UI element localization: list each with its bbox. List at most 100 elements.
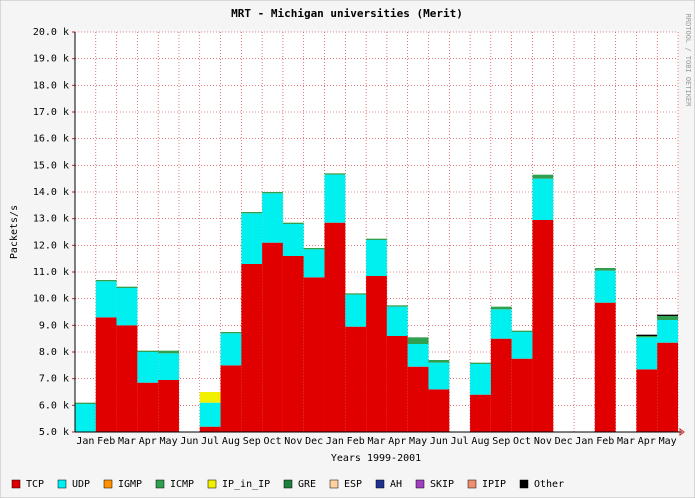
x-tick-label: May xyxy=(659,436,677,447)
bar-segment xyxy=(137,350,159,352)
bar-segment xyxy=(657,314,678,316)
bar-segment xyxy=(511,330,533,332)
x-tick-label: Sep xyxy=(243,436,261,447)
bar-segment xyxy=(345,326,367,432)
bar-segment xyxy=(490,338,512,432)
y-tick-label: 16.0 k xyxy=(33,134,69,145)
bar-segment xyxy=(158,380,179,432)
bar-segment xyxy=(657,320,678,343)
x-tick-label: Dec xyxy=(305,436,323,447)
bar-segment xyxy=(636,334,658,336)
x-tick-label: Mar xyxy=(118,436,136,447)
bar-segment xyxy=(95,281,117,318)
bar-segment xyxy=(220,365,242,432)
x-tick-label: Jun xyxy=(180,436,198,447)
y-axis-label: Packets/s xyxy=(9,205,20,259)
bar-segment xyxy=(594,302,616,432)
bar-segment xyxy=(532,220,554,432)
bar-segment xyxy=(75,402,96,404)
bar-segment xyxy=(158,350,179,354)
bar-segment xyxy=(366,240,387,276)
legend-label: UDP xyxy=(72,479,90,490)
legend-label: IGMP xyxy=(118,479,142,490)
bar-segment xyxy=(75,404,96,432)
bar-segment xyxy=(407,344,429,367)
bar-segment xyxy=(511,332,533,359)
bar-segment xyxy=(407,337,429,344)
bar-segment xyxy=(511,358,533,432)
bar-segment xyxy=(282,256,304,432)
bar-segment xyxy=(199,426,221,432)
bar-segment xyxy=(199,402,221,427)
bar-segment xyxy=(636,336,658,338)
bar-segment xyxy=(386,306,408,336)
bar-segment xyxy=(345,294,367,327)
bar-segment xyxy=(366,238,387,240)
bar-segment xyxy=(594,268,616,271)
x-tick-label: Aug xyxy=(471,436,489,447)
bar-segment xyxy=(282,224,304,256)
legend-swatch xyxy=(207,479,217,489)
bar-segment xyxy=(532,178,554,220)
y-tick-label: 9.0 k xyxy=(39,320,69,331)
x-tick-label: Jun xyxy=(430,436,448,447)
bar-segment xyxy=(470,362,491,364)
legend-label: GRE xyxy=(298,479,316,490)
x-tick-label: Oct xyxy=(513,436,531,447)
bar-segment xyxy=(282,222,304,224)
bar-segment xyxy=(428,389,450,432)
x-tick-label: Sep xyxy=(492,436,510,447)
x-tick-label: Mar xyxy=(617,436,635,447)
legend-swatch xyxy=(375,479,385,489)
legend-swatch xyxy=(283,479,293,489)
legend-swatch xyxy=(103,479,113,489)
x-axis-label: Years 1999-2001 xyxy=(331,453,421,464)
x-tick-label: Jan xyxy=(575,436,593,447)
legend-swatch xyxy=(415,479,425,489)
bar-segment xyxy=(137,352,159,383)
y-tick-label: 19.0 k xyxy=(33,54,69,65)
legend-label: ICMP xyxy=(170,479,194,490)
bar-segment xyxy=(490,309,512,339)
bar-segment xyxy=(324,222,346,432)
legend-swatch xyxy=(329,479,339,489)
y-tick-label: 7.0 k xyxy=(39,374,69,385)
y-tick-label: 8.0 k xyxy=(39,347,69,358)
x-tick-label: May xyxy=(409,436,427,447)
bar-segment xyxy=(303,248,325,250)
y-tick-label: 12.0 k xyxy=(33,240,69,251)
bar-segment xyxy=(407,366,429,432)
bar-segment xyxy=(657,342,678,432)
legend-label: TCP xyxy=(26,479,44,490)
bar-segment xyxy=(428,362,450,390)
legend-label: IPIP xyxy=(482,479,506,490)
bar-segment xyxy=(220,332,242,334)
bar-segment xyxy=(199,392,221,403)
bar-segment xyxy=(386,305,408,307)
y-tick-label: 13.0 k xyxy=(33,214,69,225)
legend-label: AH xyxy=(390,479,402,490)
x-tick-label: Mar xyxy=(367,436,385,447)
y-tick-label: 14.0 k xyxy=(33,187,69,198)
x-tick-label: Oct xyxy=(264,436,282,447)
bar-segment xyxy=(158,353,179,380)
x-tick-label: Jul xyxy=(201,436,219,447)
y-tick-label: 20.0 k xyxy=(33,27,69,38)
x-tick-label: Jul xyxy=(451,436,469,447)
legend-label: Other xyxy=(534,479,564,490)
bar-segment xyxy=(345,293,367,295)
y-tick-label: 15.0 k xyxy=(33,160,69,171)
bar-segment xyxy=(220,333,242,366)
x-tick-label: Feb xyxy=(347,436,365,447)
bar-segment xyxy=(470,394,491,432)
x-tick-label: Nov xyxy=(284,436,302,447)
legend-swatch xyxy=(467,479,477,489)
x-tick-label: Apr xyxy=(638,436,656,447)
bar-segment xyxy=(116,288,138,326)
x-tick-label: Feb xyxy=(97,436,115,447)
bar-segment xyxy=(636,337,658,370)
x-tick-label: Jan xyxy=(326,436,344,447)
x-tick-label: Apr xyxy=(139,436,157,447)
